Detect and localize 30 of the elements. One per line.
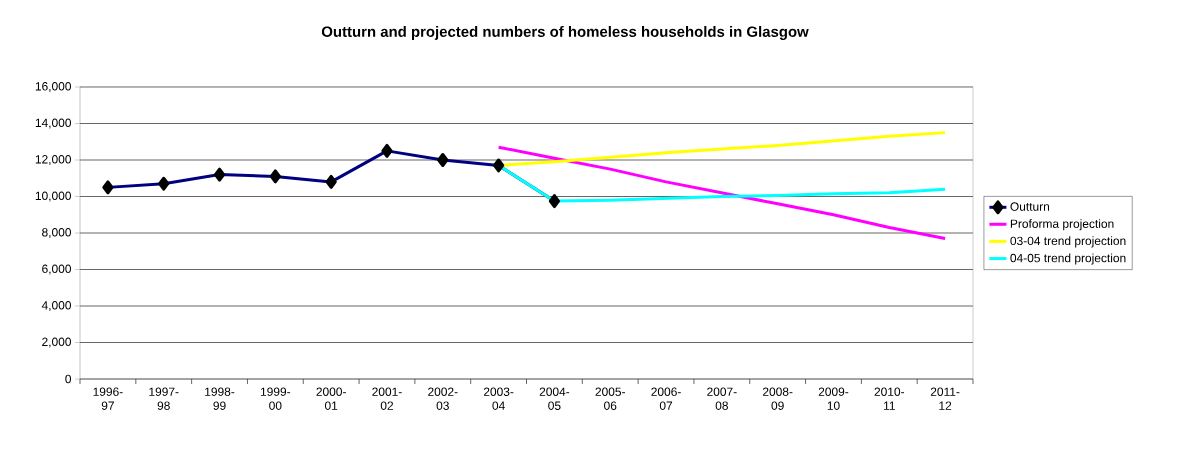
- x-tick-label: 1996- 97: [93, 387, 123, 410]
- x-tick-label: 2006- 07: [651, 387, 681, 410]
- x-tick-label: 2011- 12: [930, 387, 960, 410]
- y-tick-label: 12,000: [35, 155, 72, 165]
- legend-label: Outturn: [1010, 202, 1050, 211]
- x-tick-label: 2008- 09: [762, 387, 793, 410]
- x-tick-label: 1997- 98: [149, 387, 179, 410]
- y-tick-label: 8,000: [42, 228, 72, 238]
- y-tick-label: 6,000: [42, 264, 72, 275]
- x-tick-label: 1998- 99: [205, 387, 235, 410]
- x-tick-label: 2001- 02: [372, 387, 402, 410]
- x-tick-label: 2003- 04: [483, 387, 514, 410]
- legend-label: 04-05 trend projection: [1010, 253, 1126, 265]
- legend-label: Proforma projection: [1010, 219, 1114, 231]
- x-tick-label: 1999- 00: [260, 387, 291, 410]
- x-tick-label: 2007- 08: [707, 387, 737, 410]
- y-tick-label: 10,000: [35, 191, 72, 202]
- y-tick-label: 14,000: [35, 118, 72, 129]
- legend-label: 03-04 trend projection: [1010, 236, 1126, 248]
- x-tick-label: 2009- 10: [818, 387, 849, 410]
- x-tick-label: 2004- 05: [539, 387, 570, 410]
- x-tick-label: 2002- 03: [428, 387, 458, 410]
- x-tick-label: 2010- 11: [874, 387, 905, 410]
- y-tick-label: 0: [65, 374, 72, 384]
- y-tick-label: 4,000: [41, 301, 72, 311]
- y-tick-label: 2,000: [42, 337, 72, 348]
- y-tick-label: 16,000: [35, 82, 72, 92]
- x-tick-label: 2005- 06: [595, 387, 625, 410]
- x-tick-label: 2000- 01: [316, 387, 346, 410]
- chart-title: Outturn and projected numbers of homeless households in Glasgow: [321, 26, 809, 40]
